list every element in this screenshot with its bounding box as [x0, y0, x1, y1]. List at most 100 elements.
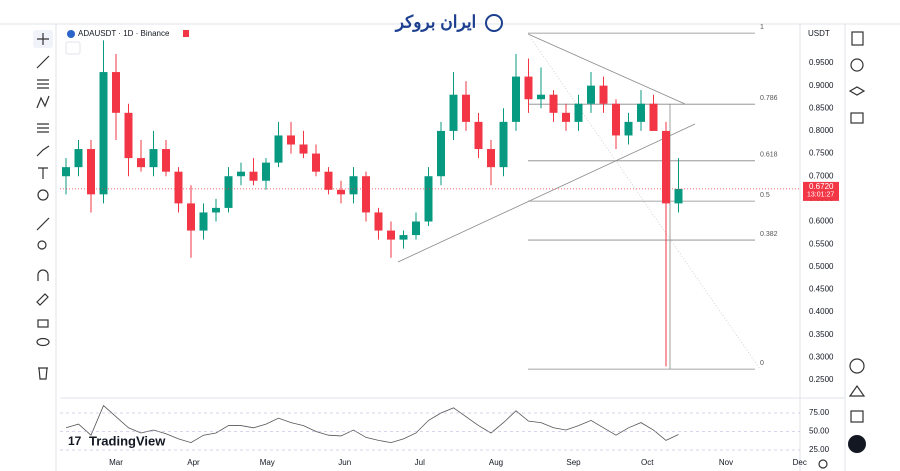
candle-body	[187, 203, 195, 231]
candle-body	[412, 221, 420, 236]
candle-body	[287, 135, 295, 145]
candle-body	[537, 94, 545, 100]
tool-line[interactable]	[36, 55, 50, 69]
time-tick-label: Dec	[793, 458, 807, 467]
fib-label: 1	[760, 24, 764, 31]
candle-body	[224, 176, 233, 208]
calendar[interactable]	[850, 410, 864, 423]
price-tick-label: 0.7500	[809, 149, 834, 158]
time-tick-label: Nov	[719, 458, 733, 467]
logo: ایران بروکر	[394, 12, 503, 32]
fib-label: 0.786	[760, 95, 778, 102]
currency[interactable]: USDT	[808, 29, 830, 38]
time-tick-label: Oct	[641, 458, 654, 467]
candle-body	[637, 103, 645, 122]
last-price-box	[803, 181, 839, 201]
ideas[interactable]	[848, 384, 866, 397]
tool-lock-draw[interactable]	[36, 293, 49, 306]
tool-trash[interactable]	[38, 367, 48, 380]
candle-body	[124, 112, 133, 159]
tv-name: TradingView	[89, 433, 166, 448]
candle-body	[487, 149, 495, 168]
candle-body	[349, 176, 358, 195]
watermark: 17 TradingView	[68, 433, 166, 448]
price-tick-label: 0.6000	[809, 217, 834, 226]
tool-magnet[interactable]	[37, 269, 49, 281]
price-tick-label: 0.9500	[809, 58, 834, 67]
watchlist[interactable]	[851, 31, 864, 46]
candle-body	[112, 72, 120, 113]
tool-pattern[interactable]	[36, 95, 50, 109]
tool-cross[interactable]	[37, 33, 49, 45]
candle-body	[562, 112, 570, 122]
rsi-line	[65, 404, 679, 444]
fib-label: 0.382	[760, 231, 778, 238]
candle-body	[62, 167, 70, 177]
price-tick-label: 0.3000	[809, 352, 834, 361]
candle-body	[99, 72, 108, 195]
candle-body	[199, 212, 208, 231]
candle-body	[362, 176, 370, 213]
tv-mark: 17	[68, 434, 82, 448]
time-tick-label: May	[260, 458, 275, 467]
price-tick-label: 0.8500	[809, 103, 834, 112]
symbol-icon	[67, 30, 75, 38]
tool-lock[interactable]	[37, 319, 49, 328]
logo-text: ایران بروکر	[394, 12, 477, 32]
time-tick-label: Jul	[415, 458, 425, 467]
candle-body	[74, 149, 83, 168]
tool-text[interactable]	[38, 167, 48, 179]
price-tick-label: 0.5500	[809, 239, 834, 248]
trend-line	[397, 123, 696, 263]
candle-body	[462, 94, 470, 122]
alerts[interactable]	[850, 58, 864, 72]
price-tick-label: 0.7000	[809, 171, 834, 180]
price-tick-label: 0.8000	[809, 126, 834, 135]
candle-body	[512, 76, 520, 122]
candle-body	[649, 103, 658, 131]
candle-body	[299, 144, 308, 154]
price-tick-label: 0.4000	[809, 307, 834, 316]
layers[interactable]	[848, 86, 866, 96]
rsi-pane	[65, 404, 679, 444]
price-tick-label: 0.9000	[809, 81, 834, 90]
candle-body	[524, 76, 533, 100]
candle-body	[599, 85, 608, 104]
candle-body	[387, 230, 395, 240]
candle-body	[262, 162, 270, 181]
collapse-button[interactable]	[65, 41, 81, 55]
chat[interactable]	[850, 112, 864, 124]
candle-body	[337, 189, 345, 195]
candle-body	[549, 94, 558, 113]
price-pane	[60, 32, 800, 370]
countdown: 13:01:27	[807, 192, 834, 199]
tool-eye[interactable]	[36, 337, 50, 347]
candle-body	[587, 85, 595, 104]
tool-channel[interactable]	[37, 79, 49, 89]
settings[interactable]	[818, 459, 828, 469]
tool-zoom[interactable]	[37, 240, 47, 250]
time-tick-label: Sep	[566, 458, 581, 467]
tool-ruler[interactable]	[36, 217, 50, 231]
candle-body	[149, 149, 158, 168]
apps[interactable]	[848, 435, 866, 453]
fib-label: 0.5	[760, 192, 770, 199]
candle-body	[674, 188, 683, 204]
fib-diagonal	[527, 33, 761, 370]
candle-body	[624, 121, 633, 136]
candle-body	[374, 212, 383, 231]
left-toolbar	[33, 30, 53, 380]
tool-emoji[interactable]	[37, 189, 49, 201]
candle-body	[174, 171, 183, 204]
candle-body	[574, 103, 583, 122]
candle-body	[312, 153, 320, 172]
tool-brush[interactable]	[36, 145, 50, 157]
tool-fib[interactable]	[37, 123, 49, 133]
candle-body	[474, 121, 483, 150]
time-tick-label: Mar	[109, 458, 123, 467]
price-tick-label: 0.3500	[809, 330, 834, 339]
candle-body	[87, 149, 95, 195]
target[interactable]	[849, 358, 865, 374]
candle-body	[212, 207, 220, 213]
